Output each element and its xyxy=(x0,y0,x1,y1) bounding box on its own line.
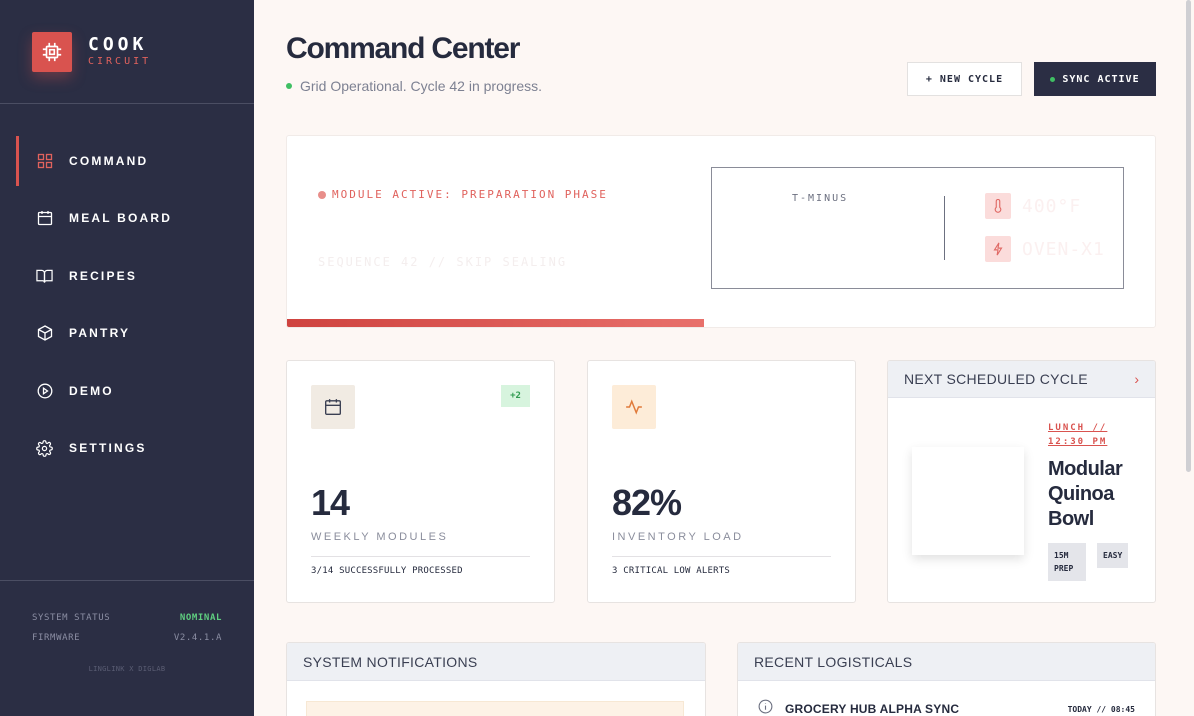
active-module-panel: MODULE ACTIVE: PREPARATION PHASE SEQUENC… xyxy=(286,135,1156,328)
meal-time: LUNCH // 12:30 PM xyxy=(1048,421,1128,449)
sidebar-item-meal-board[interactable]: MEAL BOARD xyxy=(0,190,254,248)
sidebar-item-label: MEAL BOARD xyxy=(69,211,173,226)
chip-icon xyxy=(32,31,72,72)
system-status-label: SYSTEM STATUS xyxy=(32,613,111,623)
list-item[interactable]: GROCERY HUB ALPHA SYNC TODAY // 08:45 xyxy=(758,699,1135,716)
brand-title: COOK xyxy=(88,34,148,55)
inventory-alerts-footnote: 3 CRITICAL LOW ALERTS xyxy=(612,566,730,576)
system-status-value: NOMINAL xyxy=(179,613,222,623)
sidebar-item-pantry[interactable]: PANTRY xyxy=(0,305,254,363)
sidebar-footer: LINGLINK X DIGLAB xyxy=(88,665,166,673)
sequence-text: SEQUENCE 42 // SKIP SEALING xyxy=(318,255,568,269)
sidebar-nav: COMMAND MEAL BOARD RECIPES PANTRY DEMO xyxy=(0,132,254,477)
sidebar-item-command[interactable]: COMMAND xyxy=(0,132,254,190)
meal-image xyxy=(912,447,1024,555)
chevron-right-icon[interactable]: › xyxy=(1134,371,1139,387)
inventory-load-label: INVENTORY LOAD xyxy=(612,531,744,543)
system-status-panel: SYSTEM STATUS NOMINAL FIRMWARE V2.4.1.A … xyxy=(0,580,254,673)
lightning-icon xyxy=(985,236,1011,262)
oven-value: OVEN-X1 xyxy=(1022,238,1105,260)
prep-time-badge: 15M PREP xyxy=(1048,543,1086,581)
temperature-value: 400°F xyxy=(1022,195,1082,217)
timer-divider xyxy=(944,196,945,260)
new-cycle-button[interactable]: + NEW CYCLE xyxy=(907,62,1022,96)
inventory-load-value: 82% xyxy=(612,482,682,523)
module-status-tag: MODULE ACTIVE: PREPARATION PHASE xyxy=(318,188,608,201)
sidebar-item-label: COMMAND xyxy=(69,153,149,168)
weekly-change-badge: +2 xyxy=(501,385,530,407)
module-progress-bar xyxy=(287,319,704,327)
divider xyxy=(612,556,831,557)
log-title: GROCERY HUB ALPHA SYNC xyxy=(785,702,960,716)
sidebar-item-settings[interactable]: SETTINGS xyxy=(0,420,254,478)
next-cycle-header[interactable]: NEXT SCHEDULED CYCLE › xyxy=(888,361,1155,398)
sync-label: SYNC ACTIVE xyxy=(1062,73,1140,85)
recent-logisticals-panel: RECENT LOGISTICALS GROCERY HUB ALPHA SYN… xyxy=(737,642,1156,716)
play-icon xyxy=(36,382,53,399)
sidebar-item-label: RECIPES xyxy=(69,268,138,283)
firmware-value: V2.4.1.A xyxy=(173,633,222,643)
calendar-icon xyxy=(36,210,53,227)
weekly-modules-card[interactable]: +2 14 WEEKLY MODULES 3/14 SUCCESSFULLY P… xyxy=(286,360,555,603)
sidebar-item-label: DEMO xyxy=(69,383,114,398)
system-notifications-panel: SYSTEM NOTIFICATIONS xyxy=(286,642,706,716)
logisticals-title: RECENT LOGISTICALS xyxy=(738,643,1155,681)
brand[interactable]: COOK CIRCUIT xyxy=(0,0,254,104)
weekly-modules-footnote: 3/14 SUCCESSFULLY PROCESSED xyxy=(311,566,463,576)
meal-time-line1: LUNCH // xyxy=(1048,423,1108,433)
next-cycle-title: NEXT SCHEDULED CYCLE xyxy=(904,371,1088,387)
meal-time-line2: 12:30 PM xyxy=(1048,437,1108,447)
scrollbar-thumb[interactable] xyxy=(1186,0,1191,472)
timer-box: T-MINUS 400°F OVEN-X1 xyxy=(711,167,1124,289)
grid-status-text: Grid Operational. Cycle 42 in progress. xyxy=(300,78,542,94)
weekly-modules-value: 14 xyxy=(311,482,350,523)
sidebar-item-demo[interactable]: DEMO xyxy=(0,362,254,420)
oven-stat: OVEN-X1 xyxy=(985,236,1105,262)
notifications-title: SYSTEM NOTIFICATIONS xyxy=(287,643,705,681)
gear-icon xyxy=(36,439,53,457)
book-icon xyxy=(36,267,53,284)
sync-dot-icon xyxy=(1050,76,1056,82)
sidebar-item-recipes[interactable]: RECIPES xyxy=(0,247,254,305)
next-cycle-card: NEXT SCHEDULED CYCLE › LUNCH // 12:30 PM… xyxy=(887,360,1156,603)
calendar-icon xyxy=(311,385,355,429)
activity-icon xyxy=(612,385,656,429)
firmware-label: FIRMWARE xyxy=(32,633,81,643)
grid-status: Grid Operational. Cycle 42 in progress. xyxy=(286,78,542,94)
pulse-dot-icon xyxy=(318,190,326,199)
module-status-text: MODULE ACTIVE: PREPARATION PHASE xyxy=(332,188,608,201)
grid-icon xyxy=(36,152,53,169)
difficulty-badge: EASY xyxy=(1097,543,1129,568)
sidebar-item-label: SETTINGS xyxy=(69,441,147,456)
brand-subtitle: CIRCUIT xyxy=(88,56,152,67)
meal-name[interactable]: Modular Quinoa Bowl xyxy=(1048,458,1123,530)
notification-item[interactable] xyxy=(306,701,684,716)
sidebar-item-label: PANTRY xyxy=(69,326,131,341)
weekly-modules-label: WEEKLY MODULES xyxy=(311,531,449,543)
box-icon xyxy=(36,325,53,342)
tminus-label: T-MINUS xyxy=(792,193,849,204)
thermometer-icon xyxy=(985,193,1011,219)
temperature-stat: 400°F xyxy=(985,193,1081,219)
page-title: Command Center xyxy=(286,32,520,65)
sidebar: COOK CIRCUIT COMMAND MEAL BOARD RECIPES xyxy=(0,0,254,716)
inventory-load-card[interactable]: 82% INVENTORY LOAD 3 CRITICAL LOW ALERTS xyxy=(587,360,856,603)
sync-active-button[interactable]: SYNC ACTIVE xyxy=(1034,62,1156,96)
info-icon xyxy=(758,699,773,716)
log-time: TODAY // 08:45 xyxy=(1067,704,1135,714)
status-dot-icon xyxy=(286,83,292,89)
divider xyxy=(311,556,530,557)
main-content: Command Center Grid Operational. Cycle 4… xyxy=(254,0,1194,716)
